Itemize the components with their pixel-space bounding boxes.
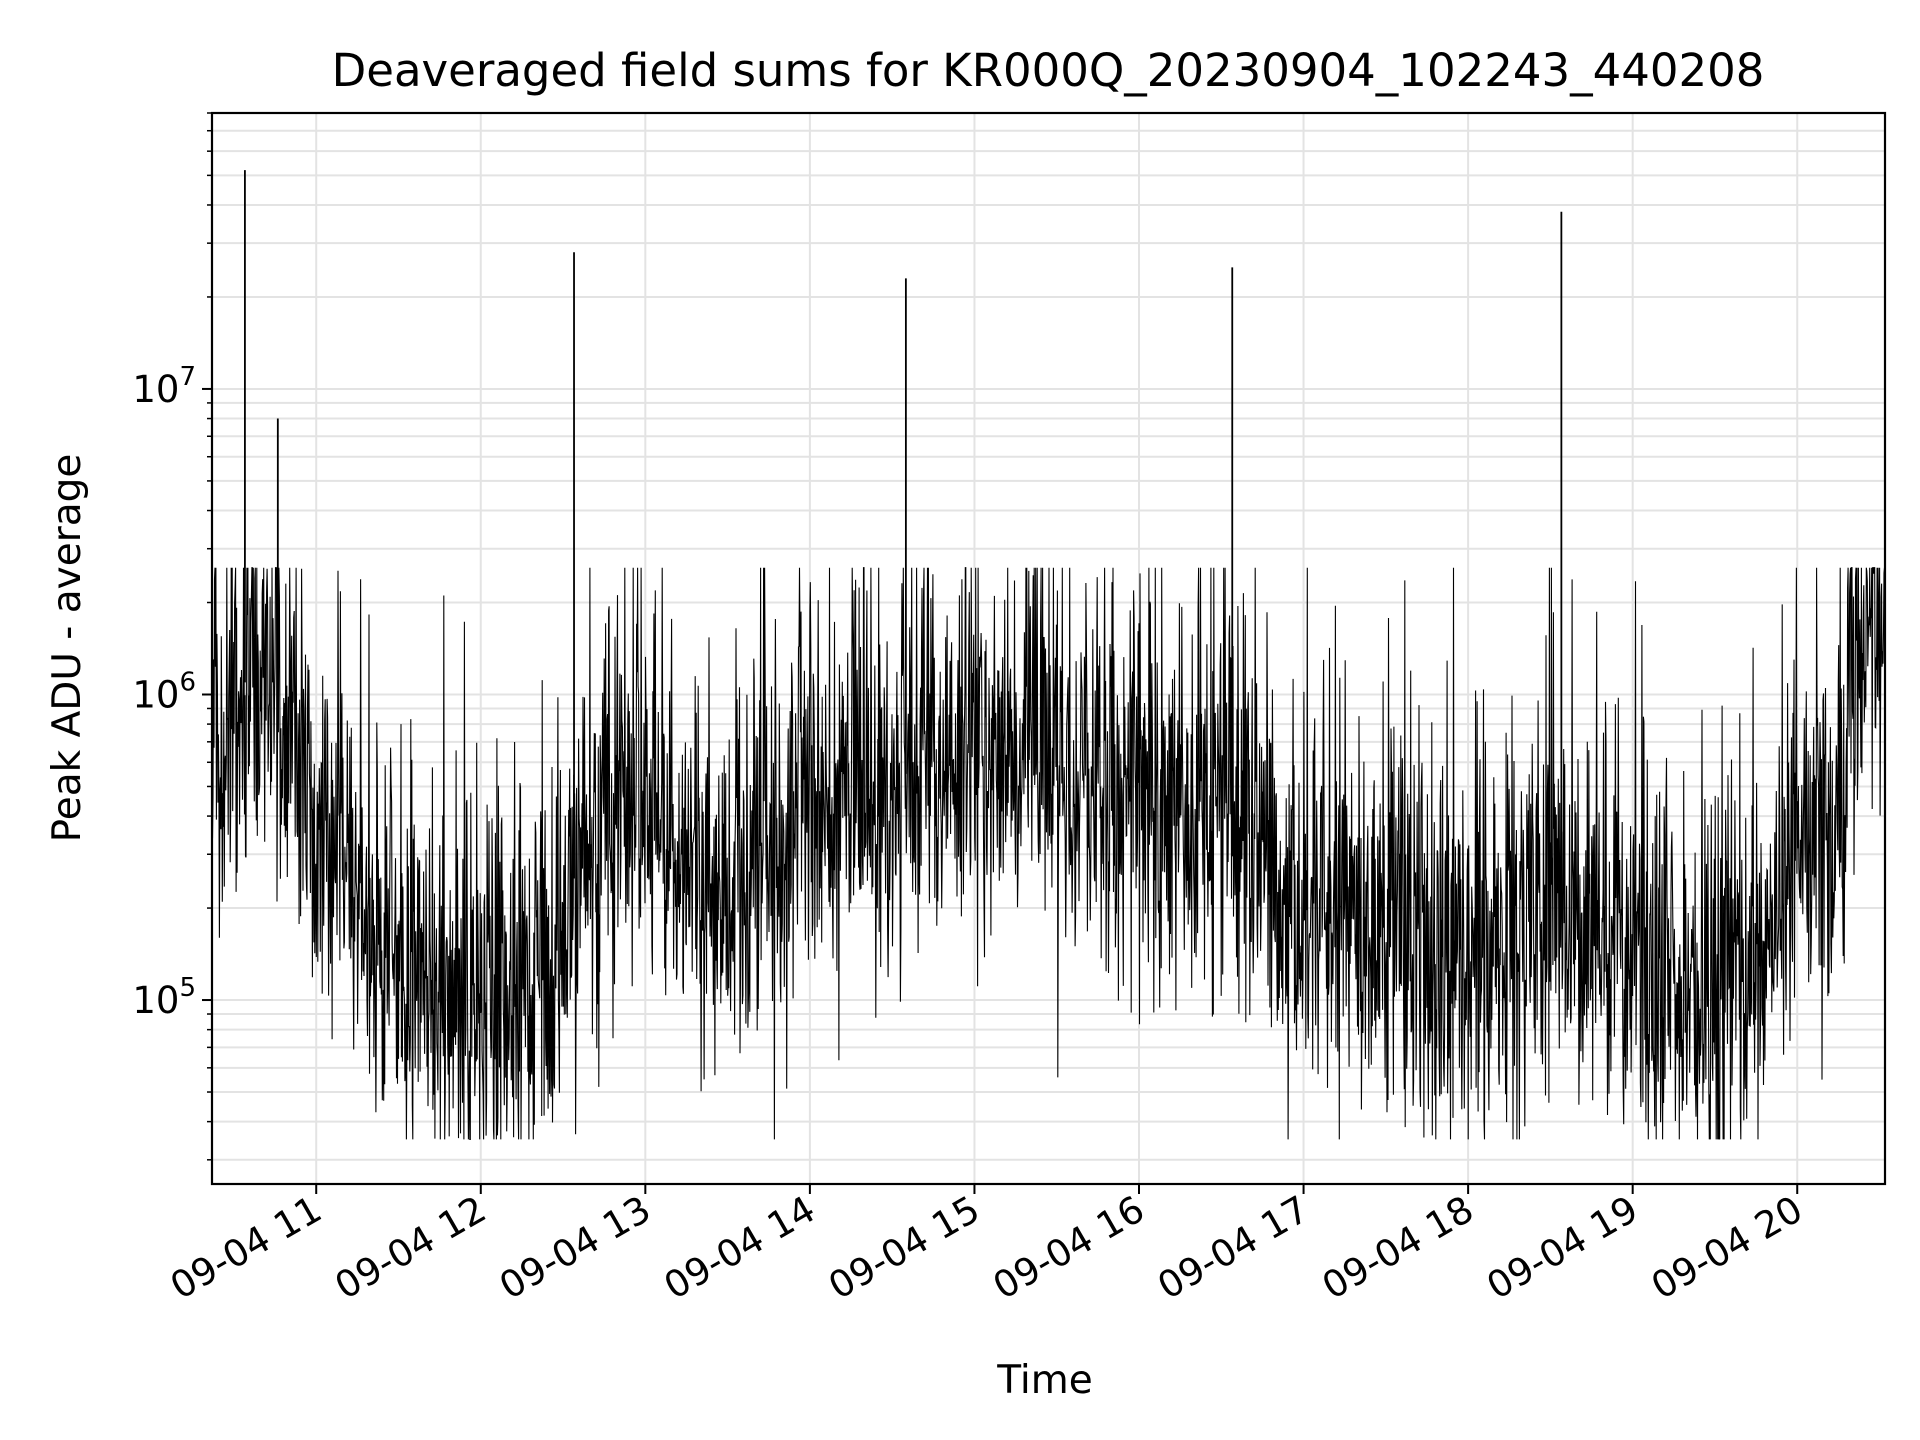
y-axis-label: Peak ADU - average (45, 454, 90, 843)
y-tick-label: 106 (132, 667, 196, 716)
data-layer (211, 170, 1886, 1140)
chart-title: Deaveraged field sums for KR000Q_2023090… (332, 44, 1765, 97)
plot-frame (210, 111, 1887, 1186)
y-tick-label: 105 (132, 973, 196, 1022)
y-tick-label: 107 (132, 362, 196, 411)
x-axis-label: Time (996, 1358, 1092, 1403)
series-line (211, 567, 1886, 1140)
